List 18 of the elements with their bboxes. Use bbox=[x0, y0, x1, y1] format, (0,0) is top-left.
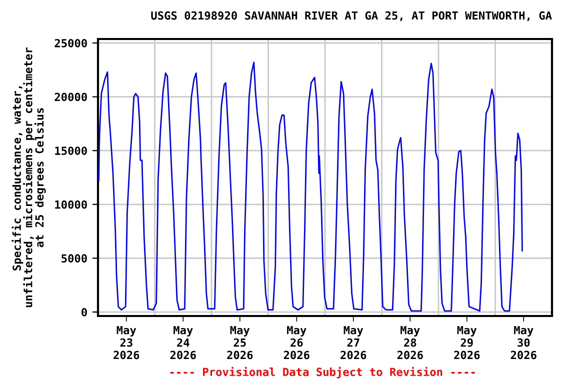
y-tick-label: 25000 bbox=[54, 38, 87, 48]
chart-title: USGS 02198920 SAVANNAH RIVER AT GA 25, AT PORT WENTWORTH, GA bbox=[151, 11, 552, 22]
y-tick-label: 15000 bbox=[55, 146, 87, 155]
x-tick-label: May 23 2026 bbox=[114, 326, 140, 360]
x-tick-label: May 26 2026 bbox=[284, 326, 310, 360]
x-tick-label: May 28 2026 bbox=[397, 326, 423, 360]
y-tick-label: 0 bbox=[82, 308, 87, 316]
y-tick-label: 10000 bbox=[55, 200, 87, 209]
x-tick-label: May 24 2026 bbox=[170, 326, 196, 360]
line-series bbox=[98, 62, 523, 312]
y-axis-title: Specific conductance, water, unfiltered, microsiemens per centimeter at 25 degrees Celsius bbox=[12, 47, 46, 308]
text: ---- Provisional Data Subject to Revision ---- bbox=[170, 366, 475, 378]
x-tick-label: May 25 2026 bbox=[227, 326, 253, 360]
x-tick-label: May 29 2026 bbox=[454, 326, 480, 360]
y-tick-label: 5000 bbox=[62, 254, 87, 263]
x-tick-label: May 30 2026 bbox=[510, 326, 536, 360]
x-tick-label: May 27 2026 bbox=[340, 326, 366, 360]
y-tick-label: 20000 bbox=[54, 92, 87, 102]
